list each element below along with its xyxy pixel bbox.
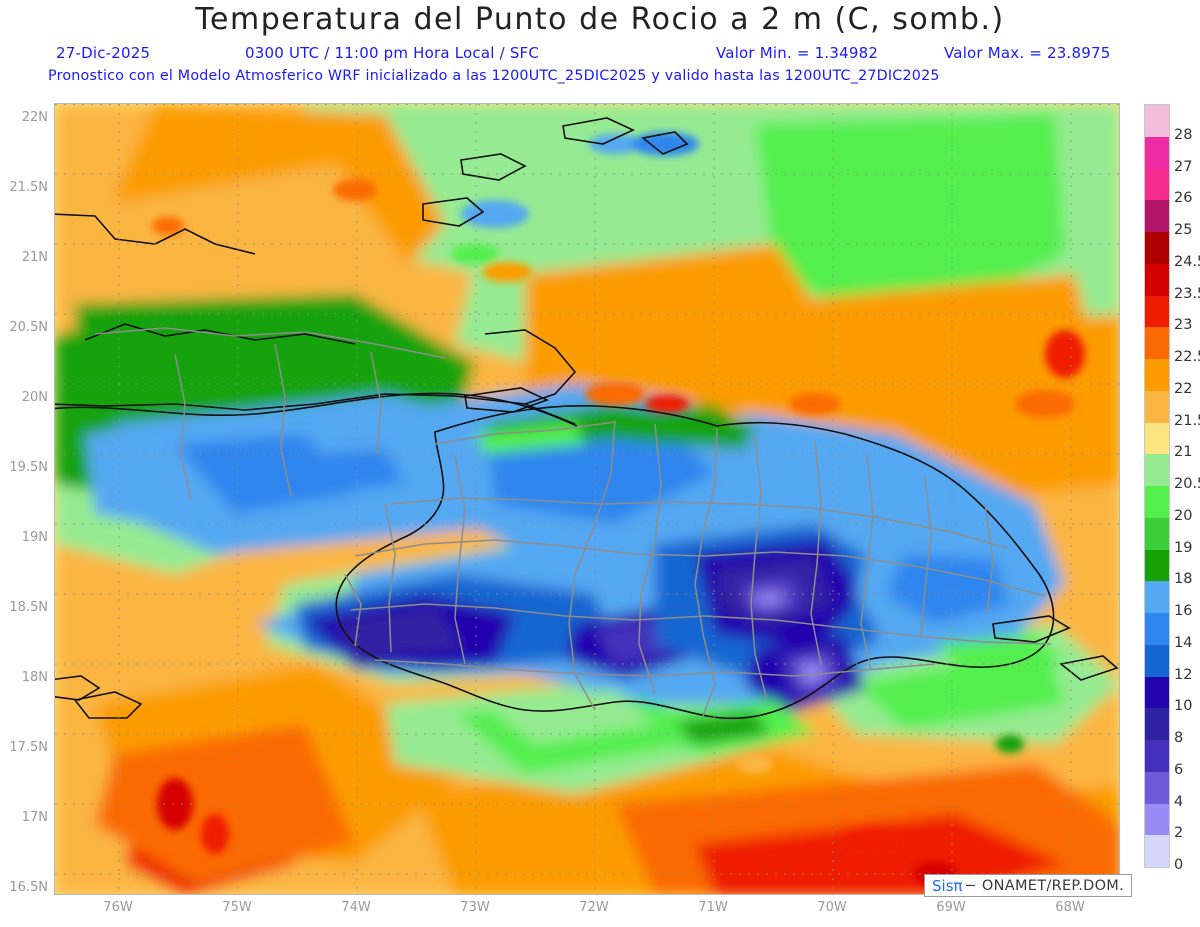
colorbar-tick-label: 4	[1174, 793, 1184, 810]
forecast-date: 27-Dic-2025	[56, 44, 151, 62]
colorbar-tick-label: 21	[1174, 444, 1193, 461]
colorbar-band	[1145, 835, 1169, 867]
x-tick-label: 75W	[222, 900, 252, 915]
colorbar-band	[1145, 549, 1169, 582]
colorbar-band	[1145, 390, 1169, 423]
colorbar-tick-label: 14	[1174, 634, 1193, 651]
y-tick-label: 17N	[21, 810, 48, 825]
colorbar-band	[1145, 200, 1169, 232]
colorbar-band	[1145, 644, 1169, 677]
x-tick-label: 70W	[817, 900, 847, 915]
y-tick-label: 18N	[21, 670, 48, 685]
y-tick-label: 21.5N	[9, 180, 48, 195]
y-tick-label: 21N	[21, 250, 48, 265]
colorbar-tick-label: 10	[1174, 698, 1193, 715]
colorbar-tick-label: 18	[1174, 571, 1193, 588]
x-tick-label: 71W	[698, 900, 728, 915]
value-min-label: Valor Min. = 1.34982	[716, 44, 879, 62]
y-tick-label: 20N	[21, 390, 48, 405]
colorbar-band	[1145, 740, 1169, 772]
y-tick-label: 18.5N	[9, 600, 48, 615]
colorbar-tick-label: 16	[1174, 603, 1193, 619]
colorbar-band	[1145, 581, 1169, 613]
y-tick-label: 16.5N	[9, 880, 48, 895]
colorbar-band	[1145, 168, 1169, 201]
chart-header: Temperatura del Punto de Rocio a 2 m (C,…	[0, 0, 1200, 100]
colorbar-band	[1145, 771, 1169, 804]
x-tick-label: 74W	[341, 900, 371, 915]
page-title: Temperatura del Punto de Rocio a 2 m (C,…	[195, 2, 1005, 37]
colorbar-band	[1145, 105, 1169, 137]
colorbar-tick-label: 25	[1174, 222, 1193, 238]
y-tick-label: 22N	[21, 110, 48, 125]
colorbar-tick-label: 21.5	[1174, 412, 1200, 429]
colorbar-tick-label: 24.5	[1174, 253, 1200, 270]
shaded-field	[55, 104, 1119, 894]
sistt-logo: Sisπ	[932, 876, 963, 895]
y-tick-label: 20.5N	[9, 320, 48, 335]
x-tick-label: 76W	[103, 900, 133, 915]
value-max-label: Valor Max. = 23.8975	[944, 44, 1111, 62]
forecast-time: 0300 UTC / 11:00 pm Hora Local / SFC	[245, 44, 540, 62]
colorbar-tick-label: 2	[1174, 825, 1184, 842]
colorbar-tick-label: 23	[1174, 317, 1193, 334]
map-canvas	[55, 104, 1119, 894]
colorbar-band	[1145, 486, 1169, 518]
colorbar-tick-label: 23.5	[1174, 285, 1200, 302]
y-tick-label: 19.5N	[9, 460, 48, 475]
colorbar-tick-label: 0	[1174, 857, 1184, 873]
y-tick-label: 17.5N	[9, 740, 48, 755]
colorbar-tick-label: 22.5	[1174, 349, 1200, 365]
colorbar	[1144, 104, 1170, 868]
colorbar-tick-label: 19	[1174, 539, 1193, 556]
dewpoint-map	[54, 103, 1120, 895]
colorbar-band	[1145, 263, 1169, 296]
colorbar-band	[1145, 327, 1169, 359]
colorbar-band	[1145, 422, 1169, 455]
x-tick-label: 73W	[460, 900, 490, 915]
x-tick-label: 72W	[579, 900, 609, 915]
colorbar-tick-label: 20	[1174, 507, 1193, 524]
colorbar-band	[1145, 232, 1169, 264]
model-info-line: Pronostico con el Modelo Atmosferico WRF…	[48, 68, 940, 84]
agency-label: − ONAMET/REP.DOM.	[964, 877, 1125, 894]
colorbar-tick-label: 20.5	[1174, 476, 1200, 492]
colorbar-tick-label: 6	[1174, 761, 1184, 778]
watermark-badge: Sisπ − ONAMET/REP.DOM.	[924, 874, 1133, 897]
colorbar-band	[1145, 803, 1169, 836]
x-tick-label: 68W	[1055, 900, 1085, 915]
colorbar-band	[1145, 359, 1169, 391]
y-tick-label: 19N	[21, 530, 48, 545]
graticule	[55, 104, 1119, 894]
colorbar-band	[1145, 517, 1169, 550]
colorbar-tick-label: 22	[1174, 380, 1193, 397]
colorbar-tick-label: 12	[1174, 666, 1193, 683]
colorbar-tick-label: 8	[1174, 730, 1184, 746]
colorbar-tick-label: 28	[1174, 126, 1193, 143]
x-tick-label: 69W	[936, 900, 966, 915]
colorbar-tick-label: 27	[1174, 158, 1193, 175]
province-boundaries	[94, 327, 1052, 717]
colorbar-band	[1145, 295, 1169, 328]
colorbar-band	[1145, 136, 1169, 169]
colorbar-band	[1145, 613, 1169, 645]
colorbar-band	[1145, 708, 1169, 740]
colorbar-tick-label: 26	[1174, 190, 1193, 207]
colorbar-band	[1145, 454, 1169, 486]
colorbar-band	[1145, 676, 1169, 709]
